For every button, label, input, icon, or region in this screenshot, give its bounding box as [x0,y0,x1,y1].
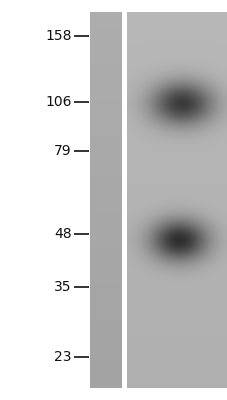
Text: 106: 106 [45,95,72,109]
Text: 79: 79 [54,144,72,158]
Bar [0,12,90,388]
Text: 48: 48 [54,227,72,241]
Text: 35: 35 [54,280,72,294]
Text: 23: 23 [54,350,72,364]
Text: 158: 158 [45,28,72,42]
Bar [121,12,126,388]
